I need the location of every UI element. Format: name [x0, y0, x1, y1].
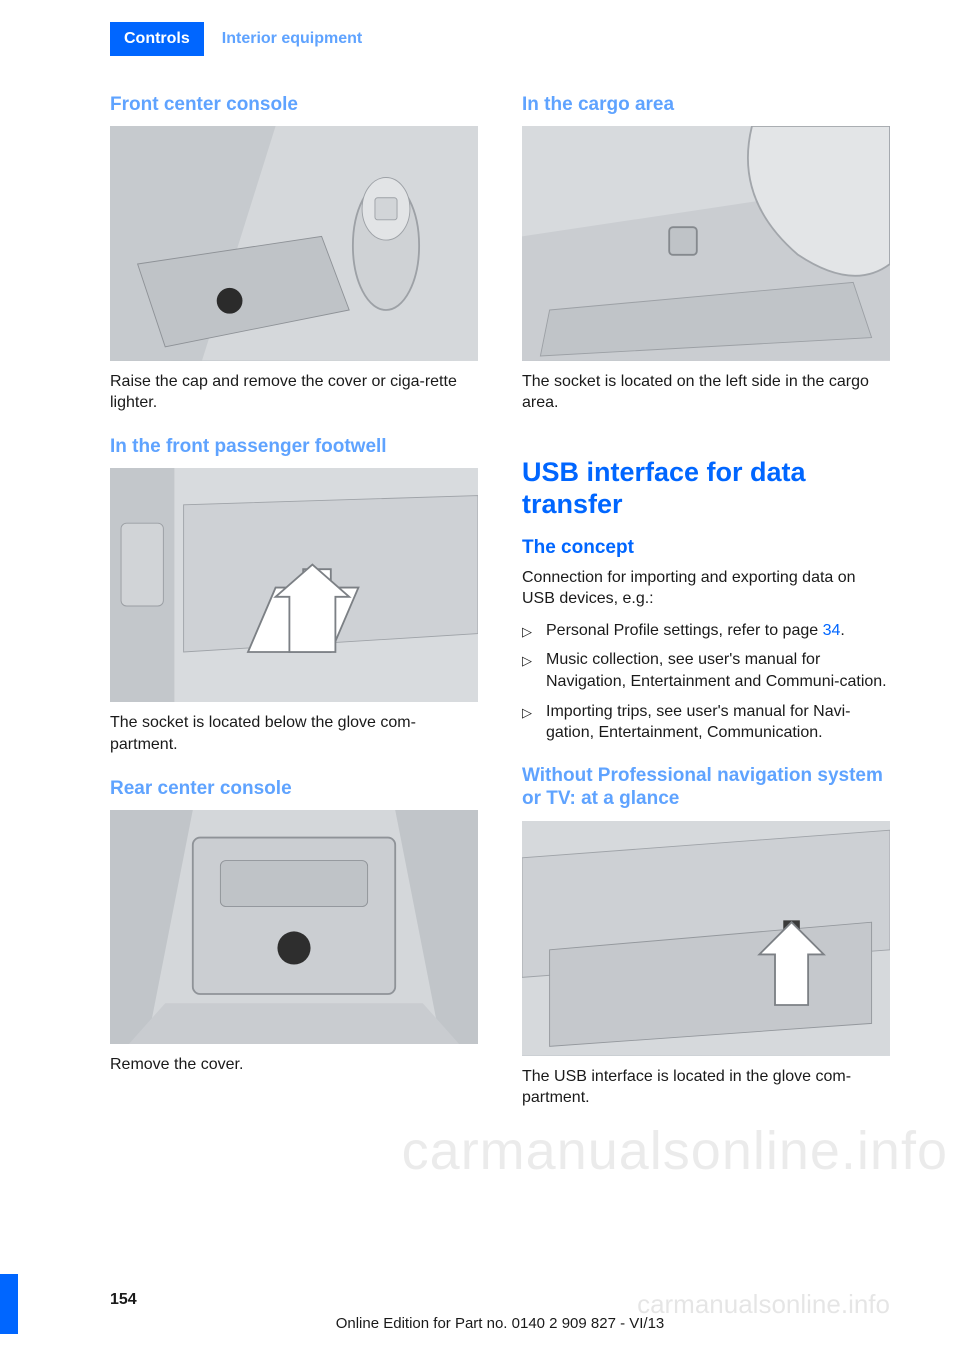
header-section-title: Interior equipment — [222, 30, 362, 48]
page-header: Controls Interior equipment — [110, 22, 890, 56]
footer-edition-line: Online Edition for Part no. 0140 2 909 8… — [110, 1315, 890, 1332]
text-concept-intro: Connection for importing and exporting d… — [522, 567, 890, 610]
content-columns: Front center console Raise the cap and r… — [110, 94, 890, 1131]
illustration-cargo-area — [522, 126, 890, 361]
bullet-text-post: . — [840, 622, 844, 639]
illustration-rear-console — [110, 810, 478, 1045]
figure-cargo-area — [522, 126, 890, 361]
list-item: ▷ Music collection, see user's manual fo… — [522, 649, 890, 692]
text-front-passenger-footwell: The socket is located below the glove co… — [110, 712, 478, 755]
header-tab-controls: Controls — [110, 22, 204, 56]
figure-front-passenger-footwell — [110, 468, 478, 703]
heading-front-center-console: Front center console — [110, 94, 478, 116]
bullet-marker-icon: ▷ — [522, 649, 532, 692]
list-item: ▷ Personal Profile settings, refer to pa… — [522, 620, 890, 642]
text-rear-center-console: Remove the cover. — [110, 1054, 478, 1076]
heading-without-professional-nav: Without Professional navigation system o… — [522, 764, 890, 812]
illustration-center-console — [110, 126, 478, 361]
heading-front-passenger-footwell: In the front passenger footwell — [110, 436, 478, 458]
text-front-center-console: Raise the cap and remove the cover or ci… — [110, 371, 478, 414]
figure-rear-center-console — [110, 810, 478, 1045]
heading-the-concept: The concept — [522, 537, 890, 559]
heading-rear-center-console: Rear center console — [110, 778, 478, 800]
heading-usb-interface: USB interface for data transfer — [522, 456, 890, 521]
right-column: In the cargo area The socket is located … — [522, 94, 890, 1131]
manual-page: Controls Interior equipment Front center… — [0, 0, 960, 1362]
page-number: 154 — [110, 1291, 890, 1309]
illustration-glove-usb — [522, 821, 890, 1056]
list-item-text: Importing trips, see user's manual for N… — [546, 701, 890, 744]
list-item: ▷ Importing trips, see user's manual for… — [522, 701, 890, 744]
list-item-text: Personal Profile settings, refer to page… — [546, 620, 845, 642]
bullet-marker-icon: ▷ — [522, 620, 532, 642]
concept-bullet-list: ▷ Personal Profile settings, refer to pa… — [522, 620, 890, 744]
bullet-text-pre: Personal Profile settings, refer to page — [546, 622, 823, 639]
figure-glove-compartment-usb — [522, 821, 890, 1056]
figure-front-center-console — [110, 126, 478, 361]
page-footer: 154 Online Edition for Part no. 0140 2 9… — [0, 1291, 960, 1332]
list-item-text: Music collection, see user's manual for … — [546, 649, 890, 692]
page-reference-link[interactable]: 34 — [823, 622, 841, 639]
illustration-footwell — [110, 468, 478, 703]
text-cargo-area: The socket is located on the left side i… — [522, 371, 890, 414]
bullet-marker-icon: ▷ — [522, 701, 532, 744]
text-glove-compartment-usb: The USB interface is located in the glov… — [522, 1066, 890, 1109]
heading-cargo-area: In the cargo area — [522, 94, 890, 116]
left-column: Front center console Raise the cap and r… — [110, 94, 478, 1131]
